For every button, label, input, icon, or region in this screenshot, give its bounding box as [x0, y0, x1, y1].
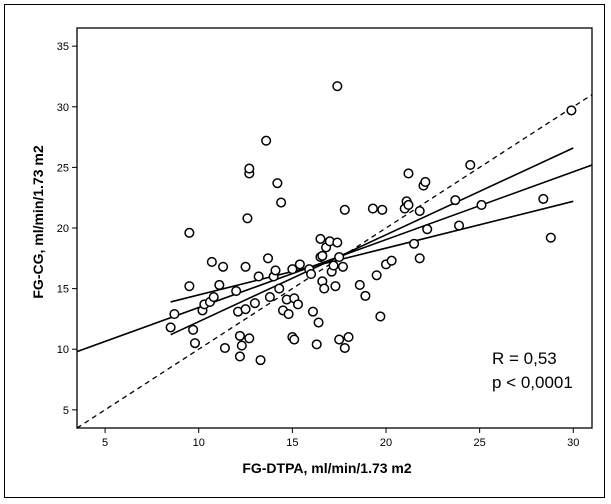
- data-point: [165, 322, 176, 333]
- data-point: [244, 163, 255, 174]
- data-point: [332, 237, 343, 248]
- data-point: [476, 199, 487, 211]
- data-point: [409, 238, 420, 249]
- data-point: [244, 333, 255, 344]
- y-tick-label: 10: [57, 344, 69, 356]
- x-tick-label: 10: [193, 437, 205, 449]
- data-point: [283, 309, 294, 320]
- data-point: [240, 261, 251, 272]
- data-point: [184, 281, 195, 292]
- data-point: [294, 259, 305, 270]
- data-point: [334, 334, 345, 345]
- data-points: [165, 81, 577, 366]
- data-point: [274, 283, 285, 294]
- data-point: [287, 264, 298, 275]
- data-point: [264, 292, 275, 303]
- data-point: [332, 81, 343, 92]
- data-point: [450, 195, 461, 206]
- data-point: [255, 355, 266, 366]
- data-point: [414, 253, 425, 264]
- data-point: [538, 193, 549, 204]
- y-tick-label: 35: [57, 41, 69, 53]
- data-point: [219, 342, 230, 354]
- data-point: [315, 233, 326, 244]
- y-tick-label: 5: [63, 405, 69, 417]
- data-point: [206, 256, 217, 267]
- data-point: [465, 159, 476, 171]
- y-tick-label: 25: [57, 162, 69, 174]
- data-point: [337, 261, 348, 272]
- data-point: [307, 306, 319, 317]
- data-point: [360, 290, 371, 301]
- y-axis-title: FG-CG, ml/min/1.73 m2: [30, 145, 46, 298]
- data-point: [292, 299, 304, 310]
- y-tick-label: 15: [57, 284, 69, 296]
- data-point: [270, 265, 281, 276]
- data-point: [231, 285, 242, 297]
- data-point: [339, 342, 350, 354]
- data-point: [453, 220, 465, 231]
- data-point: [276, 197, 287, 208]
- data-point: [545, 232, 556, 243]
- data-point: [319, 283, 330, 294]
- plot-area: 5 10 15 20 25 30 5 10 15 20 25 30 35: [57, 27, 593, 449]
- data-point: [420, 176, 431, 187]
- data-point: [330, 281, 341, 292]
- data-point: [328, 260, 339, 271]
- x-tick-label: 15: [286, 437, 298, 449]
- data-point: [242, 213, 253, 224]
- data-point: [317, 250, 328, 261]
- x-axis-title: FG-DTPA, ml/min/1.73 m2: [242, 460, 412, 476]
- pvalue-annotation: p < 0,0001: [492, 373, 573, 392]
- correlation-annotation: R = 0,53: [492, 349, 557, 368]
- data-point: [414, 205, 425, 217]
- data-point: [184, 227, 195, 238]
- data-point: [386, 255, 397, 266]
- chart-frame: [4, 4, 605, 498]
- data-point: [289, 334, 300, 345]
- data-point: [306, 269, 317, 280]
- data-point: [354, 279, 365, 291]
- data-point: [253, 271, 264, 282]
- data-point: [403, 199, 414, 211]
- data-point: [189, 338, 201, 349]
- data-point: [208, 292, 219, 303]
- data-point: [169, 309, 180, 320]
- data-point: [375, 311, 386, 322]
- data-point: [262, 253, 274, 264]
- data-point: [214, 279, 225, 291]
- data-point: [313, 317, 324, 328]
- data-point: [234, 351, 245, 362]
- data-point: [234, 330, 245, 341]
- ci-lower-line: [170, 200, 574, 303]
- ci-upper-line: [170, 147, 574, 336]
- data-point: [261, 135, 272, 146]
- data-point: [377, 204, 388, 215]
- y-tick-label: 30: [57, 102, 69, 114]
- data-point: [218, 261, 229, 272]
- data-point: [236, 340, 247, 351]
- x-tick-label: 30: [567, 437, 579, 449]
- data-point: [240, 304, 251, 315]
- data-point: [249, 298, 260, 309]
- data-point: [343, 332, 354, 343]
- data-point: [339, 204, 350, 215]
- data-point: [188, 324, 199, 335]
- x-tick-label: 25: [474, 437, 486, 449]
- x-tick-label: 20: [380, 437, 392, 449]
- data-point: [566, 105, 577, 116]
- y-tick-label: 20: [57, 223, 69, 235]
- data-point: [422, 224, 433, 235]
- data-point: [272, 178, 283, 189]
- data-point: [367, 203, 378, 214]
- x-tick-label: 5: [102, 437, 108, 449]
- data-point: [311, 339, 322, 350]
- data-point: [371, 270, 382, 281]
- data-point: [403, 168, 414, 179]
- data-point: [334, 252, 345, 263]
